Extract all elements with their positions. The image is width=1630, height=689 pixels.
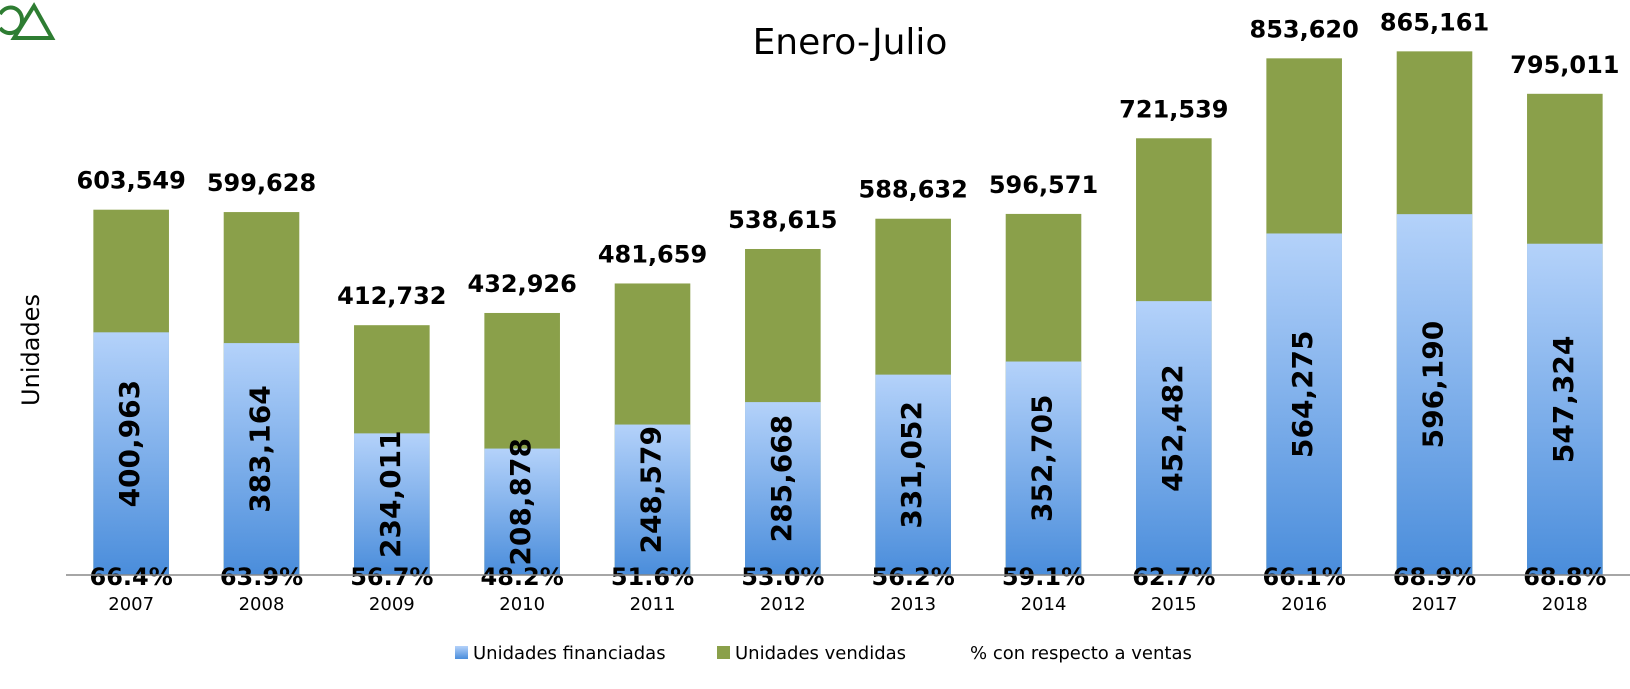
bar-financiadas [1396, 214, 1473, 575]
legend-swatch [717, 646, 730, 659]
percent-label: 59.1% [1002, 563, 1085, 591]
x-tick-label: 2018 [1542, 594, 1588, 615]
legend-label: Unidades financiadas [473, 643, 666, 664]
bar-financiadas [614, 424, 691, 575]
value-label-financiadas: 564,275 [1286, 330, 1319, 458]
bar-financiadas [875, 374, 951, 575]
percent-label: 48.2% [481, 563, 564, 591]
percent-label: 68.8% [1523, 563, 1606, 591]
bar-financiadas [1136, 301, 1212, 575]
x-tick-label: 2013 [890, 594, 936, 615]
value-label-vendidas: 865,161 [1380, 8, 1489, 36]
value-label-vendidas: 795,011 [1510, 51, 1619, 79]
x-tick-label: 2012 [760, 594, 806, 615]
value-label-vendidas: 481,659 [598, 240, 707, 268]
percent-label: 56.2% [872, 563, 955, 591]
value-label-financiadas: 248,579 [635, 426, 668, 554]
value-label-financiadas: 383,164 [244, 385, 277, 513]
value-label-vendidas: 432,926 [468, 270, 577, 298]
value-label-vendidas: 538,615 [728, 206, 837, 234]
bar-financiadas [1005, 361, 1082, 575]
bar-financiadas [1266, 233, 1342, 575]
percent-label: 51.6% [611, 563, 694, 591]
legend-label: % con respecto a ventas [970, 643, 1192, 664]
legend-label: Unidades vendidas [735, 643, 906, 664]
bar-financiadas [745, 402, 821, 575]
x-tick-label: 2011 [630, 594, 676, 615]
value-label-vendidas: 599,628 [207, 169, 316, 197]
percent-label: 68.9% [1393, 563, 1476, 591]
value-label-vendidas: 412,732 [337, 282, 446, 310]
value-label-financiadas: 352,705 [1026, 394, 1059, 522]
x-tick-label: 2010 [499, 594, 545, 615]
x-tick-label: 2008 [239, 594, 285, 615]
x-tick-label: 2015 [1151, 594, 1197, 615]
x-tick-label: 2007 [108, 594, 154, 615]
percent-label: 66.4% [90, 563, 173, 591]
value-label-financiadas: 452,482 [1156, 364, 1189, 492]
x-tick-label: 2016 [1281, 594, 1327, 615]
value-label-financiadas: 208,878 [504, 438, 537, 566]
bar-financiadas [354, 433, 430, 575]
value-label-financiadas: 234,011 [374, 430, 407, 558]
percent-label: 56.7% [350, 563, 433, 591]
bar-financiadas [93, 332, 169, 575]
x-tick-label: 2014 [1021, 594, 1067, 615]
x-tick-label: 2017 [1412, 594, 1458, 615]
value-label-financiadas: 400,963 [113, 380, 146, 508]
percent-label: 66.1% [1263, 563, 1346, 591]
bar-financiadas [1527, 243, 1603, 575]
value-label-vendidas: 721,539 [1119, 95, 1228, 123]
value-label-financiadas: 331,052 [895, 401, 928, 529]
y-axis-label: Unidades [17, 294, 45, 406]
bar-financiadas [223, 343, 300, 575]
value-label-financiadas: 547,324 [1547, 336, 1580, 464]
logo [0, 2, 56, 40]
value-label-financiadas: 285,668 [765, 415, 798, 543]
value-label-financiadas: 596,190 [1417, 321, 1450, 449]
value-label-vendidas: 588,632 [859, 176, 968, 204]
legend-swatch [455, 646, 468, 659]
percent-label: 53.0% [741, 563, 824, 591]
x-tick-label: 2009 [369, 594, 415, 615]
value-label-vendidas: 596,571 [989, 171, 1098, 199]
percent-label: 62.7% [1132, 563, 1215, 591]
value-label-vendidas: 603,549 [77, 167, 186, 195]
chart-title: Enero-Julio [753, 22, 948, 63]
bar-financiadas [484, 448, 560, 575]
percent-label: 63.9% [220, 563, 303, 591]
value-label-vendidas: 853,620 [1250, 15, 1359, 43]
